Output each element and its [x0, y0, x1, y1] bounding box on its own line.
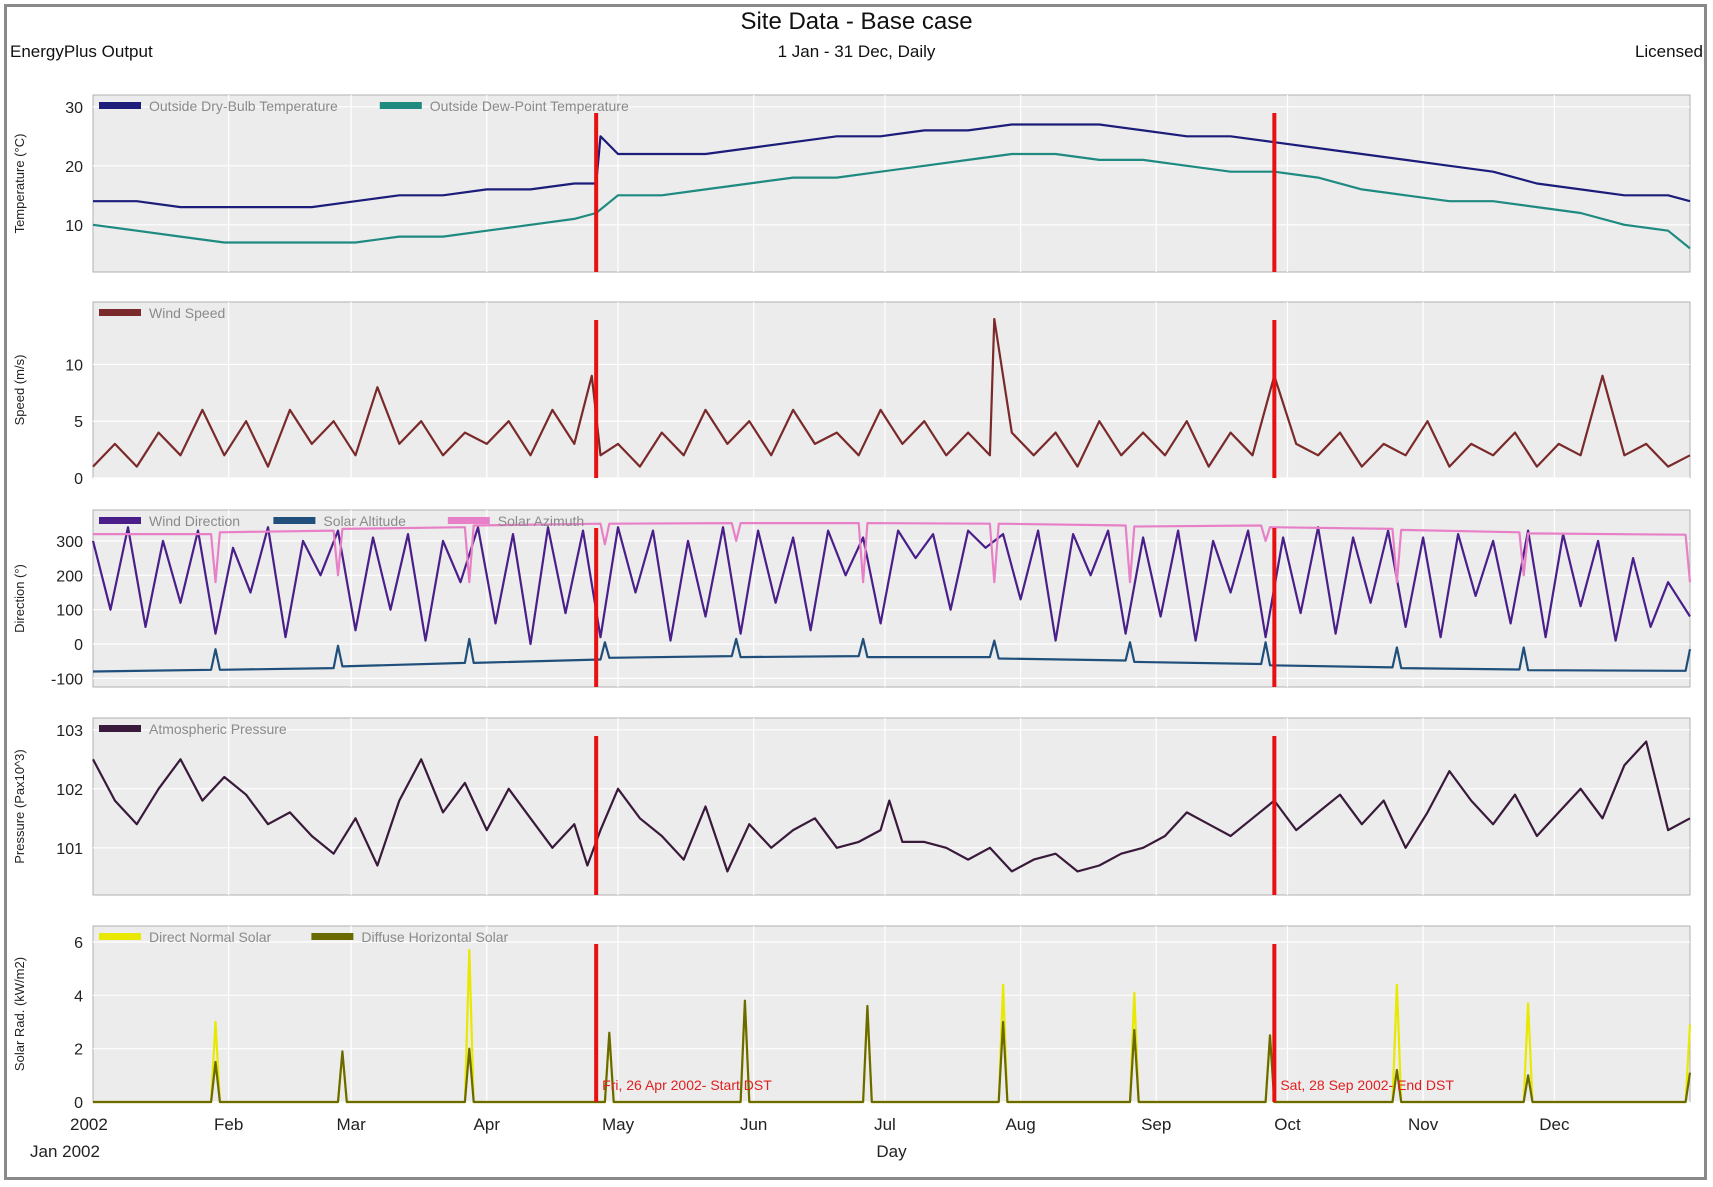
chart-subtitle: 1 Jan - 31 Dec, Daily	[777, 42, 936, 61]
dst-annotation: Fri, 26 Apr 2002- Start DST	[602, 1077, 772, 1093]
plot-area	[92, 301, 1691, 479]
y-tick-label: 20	[65, 159, 83, 176]
panel-1: 10 20 30 Temperature (°C) Outside Dry-Bulb T…	[12, 94, 1691, 273]
x-tick-label: Jun	[740, 1115, 767, 1134]
x-start-label: Jan 2002	[30, 1142, 100, 1161]
x-tick-label: Nov	[1408, 1115, 1439, 1134]
y-tick-label: 30	[65, 100, 83, 117]
legend-label: Solar Azimuth	[498, 513, 584, 529]
x-tick-label: Aug	[1005, 1115, 1035, 1134]
y-tick-label: 0	[74, 637, 83, 654]
y-axis-label: Solar Rad. (kW/m2)	[12, 957, 27, 1071]
series-line-dew-point	[92, 152, 1691, 250]
y-tick-label: 10	[65, 357, 83, 374]
series-line-dry-bulb	[93, 123, 1691, 209]
y-axis-label: Temperature (°C)	[12, 134, 27, 234]
x-tick-label: Oct	[1274, 1115, 1301, 1134]
plot-area	[92, 94, 1691, 273]
legend-swatch	[379, 102, 422, 109]
y-tick-label: 2	[74, 1042, 83, 1059]
legend-swatch	[311, 933, 354, 940]
legend-swatch	[99, 102, 141, 109]
legend-label: Wind Direction	[149, 513, 240, 529]
x-axis-label: Day	[876, 1142, 907, 1161]
legend-label: Outside Dew-Point Temperature	[430, 98, 629, 114]
license-label: Licensed	[1634, 42, 1703, 61]
output-source-label: EnergyPlus Output	[10, 42, 153, 61]
dst-annotation: Sat, 28 Sep 2002- End DST	[1280, 1077, 1454, 1093]
x-tick-label: Sep	[1141, 1115, 1171, 1134]
y-axis-label: Speed (m/s)	[12, 355, 27, 426]
series-line-pressure	[92, 740, 1691, 873]
x-tick-label: Apr	[474, 1115, 501, 1134]
y-tick-label: 101	[56, 841, 83, 858]
legend-swatch	[447, 517, 490, 524]
y-tick-label: 300	[56, 534, 83, 551]
y-tick-label: 6	[74, 935, 83, 952]
y-tick-label: 10	[65, 218, 83, 235]
series-line-solar-altitude	[92, 637, 1692, 673]
series-line-solar-azimuth	[93, 521, 1692, 584]
x-tick-label: Feb	[214, 1115, 243, 1134]
y-axis-label: Direction (°)	[12, 564, 27, 633]
y-tick-label: 5	[74, 414, 83, 431]
legend-swatch	[99, 725, 141, 732]
y-tick-label: 100	[56, 603, 83, 620]
legend-label: Wind Speed	[149, 305, 225, 321]
x-tick-label: 2002	[70, 1115, 108, 1134]
legend-label: Diffuse Horizontal Solar	[361, 929, 508, 945]
y-tick-label: 0	[74, 471, 83, 488]
legend-label: Direct Normal Solar	[149, 929, 271, 945]
y-tick-label: 4	[74, 988, 83, 1005]
legend-swatch	[273, 517, 316, 524]
y-tick-label: 102	[56, 782, 83, 799]
x-tick-label: May	[602, 1115, 635, 1134]
y-tick-label: 0	[74, 1095, 83, 1112]
panel-5: 0 2 4 6 Solar Rad. (kW/m2) Direct Normal Sola…	[12, 925, 1692, 1112]
y-tick-label: 103	[56, 723, 83, 740]
panel-4: 101 102 103 Pressure (Pax10^3) Atmospheric P…	[12, 717, 1691, 896]
legend-label: Outside Dry-Bulb Temperature	[149, 98, 338, 114]
legend-swatch	[99, 309, 141, 316]
legend-label: Solar Altitude	[323, 513, 406, 529]
legend-label: Atmospheric Pressure	[149, 721, 287, 737]
x-tick-label: Dec	[1539, 1115, 1570, 1134]
legend-swatch	[99, 517, 141, 524]
y-tick-label: -100	[51, 671, 83, 688]
series-line-wind-direction	[91, 526, 1691, 646]
legend-swatch	[99, 933, 141, 940]
series-line-wind-speed	[92, 317, 1691, 468]
series-line-diffuse-horizontal	[93, 999, 1692, 1104]
y-axis-label: Pressure (Pax10^3)	[12, 749, 27, 863]
panel-2: 0 5 10 Speed (m/s) Wind Speed	[12, 301, 1691, 488]
x-tick-label: Jul	[874, 1115, 896, 1134]
y-tick-label: 200	[56, 568, 83, 585]
panel-3: -100 0 100 200 300 Direction (°) Wind Directio…	[12, 509, 1692, 688]
plot-area	[92, 509, 1691, 688]
chart-title: Site Data - Base case	[740, 8, 973, 35]
x-tick-label: Mar	[337, 1115, 367, 1134]
plot-area	[92, 925, 1691, 1103]
